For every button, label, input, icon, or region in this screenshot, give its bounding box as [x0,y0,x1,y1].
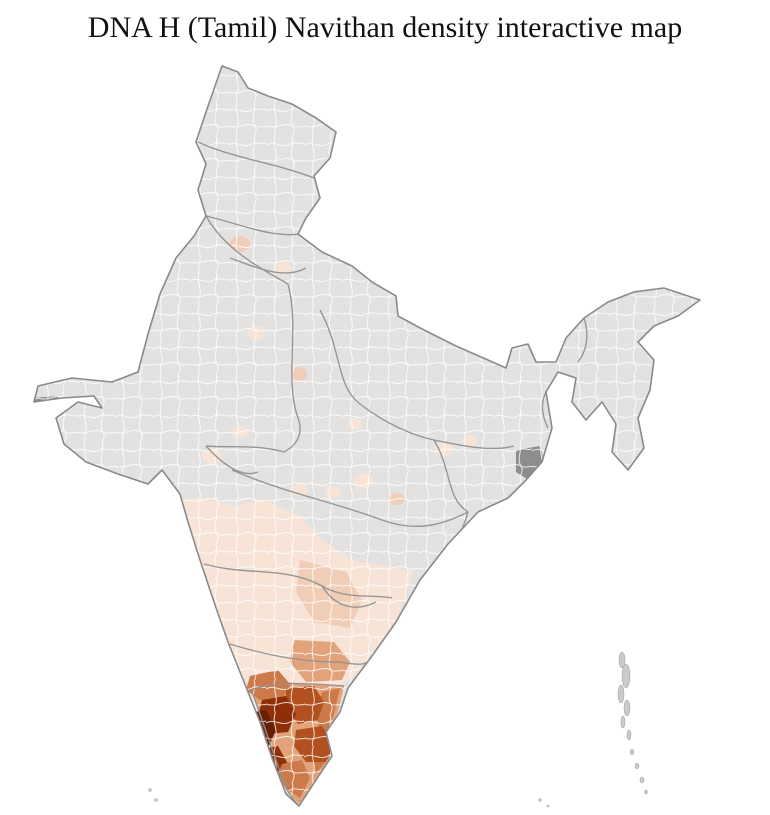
andaman-nicobar-islands[interactable] [617,651,648,795]
state-border [205,215,289,285]
state-border [229,643,373,665]
island[interactable] [148,788,152,792]
state-border [433,439,469,513]
state-border [319,309,435,441]
state-border [205,445,259,475]
state-border [205,445,285,453]
state-border [231,469,469,528]
island[interactable] [546,804,550,808]
state-border [283,283,301,453]
page-title: DNA H (Tamil) Navithan density interacti… [87,11,683,44]
island[interactable] [634,762,640,770]
state-border [577,317,588,363]
state-border [249,682,345,691]
state-border [433,439,515,450]
island[interactable] [620,715,626,729]
island[interactable] [644,789,648,795]
state-border [321,585,377,608]
state-border [205,215,301,236]
state-border [197,141,315,179]
district-mesh-overlay [34,66,700,806]
island[interactable] [626,729,632,741]
island[interactable] [621,663,631,689]
island[interactable] [154,798,158,802]
state-border [541,391,549,429]
state-borders [197,141,588,806]
state-border [203,563,393,599]
island[interactable] [623,699,631,717]
island[interactable] [629,748,635,756]
india-outline [33,65,701,807]
island[interactable] [538,798,542,802]
state-border [229,257,307,274]
lakshadweep-islands[interactable] [148,788,550,808]
island[interactable] [639,776,645,784]
island[interactable] [618,651,626,669]
island[interactable] [617,684,625,704]
